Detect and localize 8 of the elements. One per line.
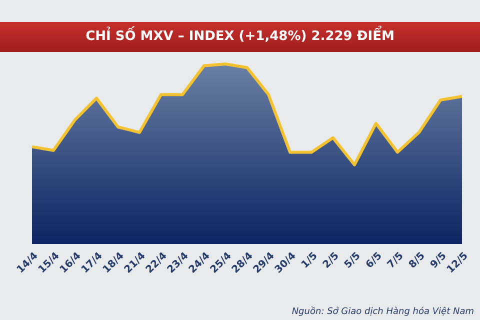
chart-title: CHỈ SỐ MXV – INDEX (+1,48%) 2.229 ĐIỂM	[0, 22, 480, 52]
x-tick-label: 6/5	[364, 250, 384, 271]
x-tick-label: 1/5	[300, 250, 320, 271]
x-tick-label: 2/5	[321, 250, 342, 271]
x-tick-label: 8/5	[407, 250, 428, 271]
text: Nguồn: Sở Giao dịch Hàng hóa Việt Nam	[292, 307, 474, 317]
x-tick-label: 7/5	[386, 250, 406, 271]
x-tick-label: 5/5	[342, 250, 363, 271]
